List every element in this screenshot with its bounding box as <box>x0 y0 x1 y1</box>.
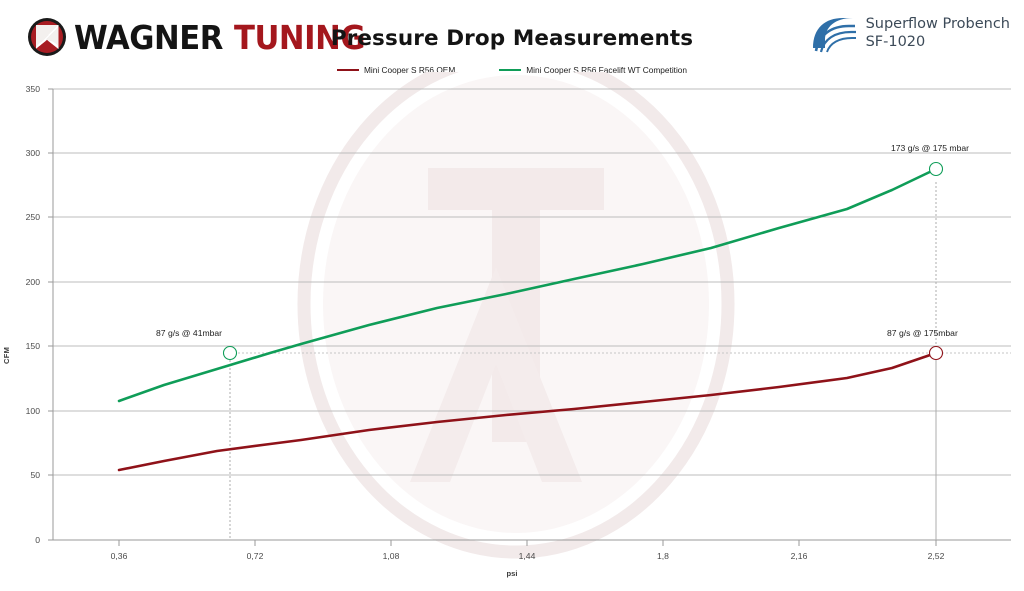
legend-item-oem[interactable]: Mini Cooper S R56 OEM <box>336 65 456 75</box>
x-tick-0-72: 0,72 <box>246 551 264 561</box>
y-tick-200: 200 <box>25 277 40 287</box>
axis-x-ticks <box>118 540 937 546</box>
superflow-name: Superflow Probench <box>865 16 1010 33</box>
y-tick-50: 50 <box>30 470 40 480</box>
axis-label-x: psi <box>506 569 518 578</box>
annotation-droplines <box>229 182 937 540</box>
axis-label-y: CFM <box>2 346 11 364</box>
y-tick-250: 250 <box>25 212 40 222</box>
chart-canvas <box>48 88 1011 546</box>
legend-label-oem: Mini Cooper S R56 OEM <box>363 65 456 75</box>
annotation-oem-high: 87 g/s @ 175mbar <box>887 328 958 338</box>
annotation-wt-low: 87 g/s @ 41mbar <box>156 328 223 338</box>
marker-wt-175mbar[interactable] <box>928 161 944 177</box>
wagner-tuning-logo: WAGNER TUNING <box>28 17 375 57</box>
chart-header: WAGNER TUNING Pressure Drop Measurements … <box>0 0 1024 75</box>
chart-plot-area: 350 300 250 200 150 100 50 0 CFM 0,36 0,… <box>0 72 1024 591</box>
y-tick-350: 350 <box>25 84 40 94</box>
y-tick-150: 150 <box>25 341 40 351</box>
superflow-model: SF-1020 <box>865 34 926 50</box>
legend-label-wt-competition: Mini Cooper S R56 Facelift WT Competitio… <box>526 65 688 75</box>
legend-item-wt-competition[interactable]: Mini Cooper S R56 Facelift WT Competitio… <box>499 65 687 75</box>
logo-word-wagner: WAGNER <box>74 17 223 57</box>
wagner-badge-icon <box>28 18 66 56</box>
x-tick-2-52: 2,52 <box>927 551 945 561</box>
page-title: Pressure Drop Measurements <box>330 26 694 51</box>
series-line-oem <box>117 351 938 472</box>
chart-legend: Mini Cooper S R56 OEM Mini Cooper S R56 … <box>0 65 1024 75</box>
x-tick-2-16: 2,16 <box>790 551 808 561</box>
x-tick-1-08: 1,08 <box>382 551 400 561</box>
gridlines-horizontal <box>53 88 1011 476</box>
series-line-wt-competition <box>117 167 938 403</box>
legend-swatch-oem <box>336 68 359 72</box>
series-markers <box>222 161 944 361</box>
y-tick-100: 100 <box>25 406 40 416</box>
x-tick-1-44: 1,44 <box>518 551 536 561</box>
y-tick-300: 300 <box>25 148 40 158</box>
annotation-wt-high: 173 g/s @ 175 mbar <box>891 143 969 153</box>
marker-oem-175mbar[interactable] <box>928 345 944 361</box>
y-tick-0: 0 <box>35 535 40 545</box>
x-tick-1-8: 1,8 <box>657 551 669 561</box>
marker-wt-41mbar[interactable] <box>222 345 238 361</box>
superflow-probench-logo: Superflow Probench SF-1020 <box>809 14 1010 54</box>
axis-y-ticks <box>48 88 53 541</box>
superflow-wave-icon <box>812 18 856 53</box>
x-tick-0-36: 0,36 <box>110 551 128 561</box>
legend-swatch-wt-competition <box>499 68 522 72</box>
logo-word-tuning: TUNING <box>234 17 366 57</box>
